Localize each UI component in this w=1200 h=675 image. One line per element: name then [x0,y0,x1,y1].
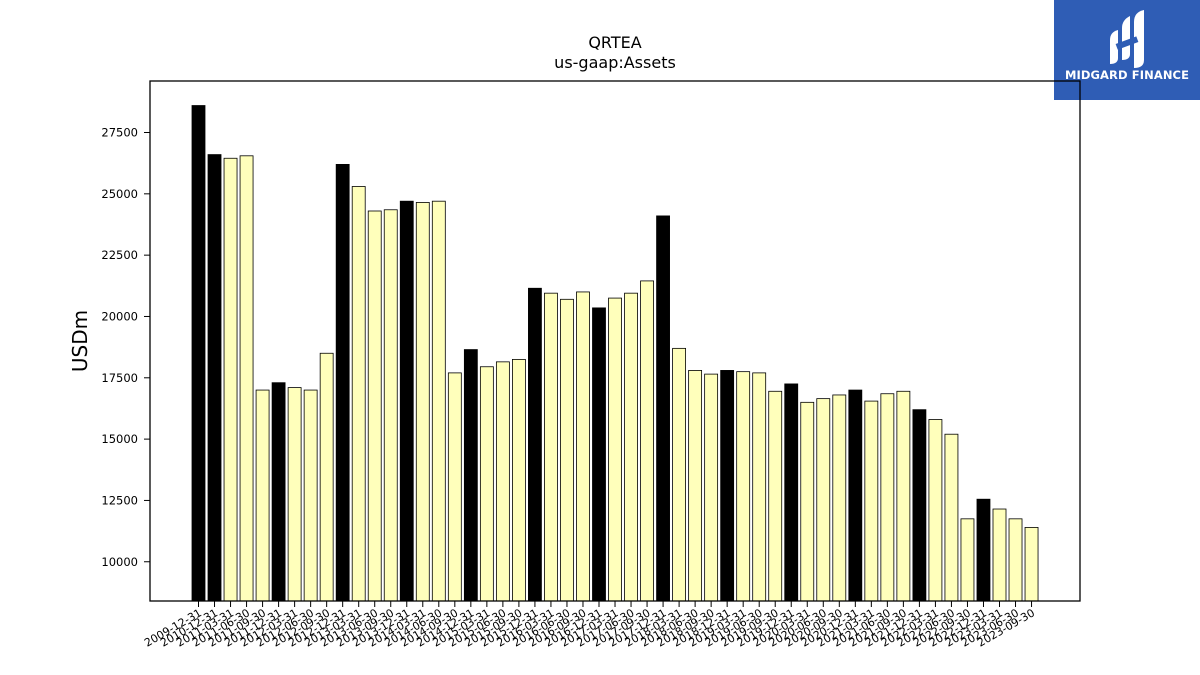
chart-subtitle: us-gaap:Assets [554,53,676,72]
bar-2011-03-31 [223,157,238,602]
bar-2017-06-30 [624,292,638,602]
bar-2017-12-31 [656,215,670,602]
bar-2013-09-30 [383,209,398,602]
bar-2012-09-30 [319,352,334,602]
y-tick-label: 25000 [101,187,138,201]
y-ticks: 10000 12500 15000 17500 20000 22500 25000 27500 [101,126,150,569]
bar-2013-03-31 [351,186,366,602]
bar-2011-12-31 [271,382,286,602]
plot-frame [149,80,1081,602]
bar-2022-06-30 [944,433,959,602]
bar-2018-09-30 [704,373,719,602]
y-tick-label: 27500 [101,126,138,140]
bar-2020-12-31 [848,389,863,602]
bar-2015-12-31 [528,287,542,602]
bar-2019-12-31 [784,383,799,602]
bar-2022-03-31 [928,419,943,602]
bar-2023-09-30 [1024,527,1039,602]
bar-2018-03-31 [672,347,686,602]
bar-2014-12-31 [463,349,478,602]
bar-2016-12-31 [592,307,606,602]
bars-group [191,105,1039,602]
bar-2013-06-30 [367,210,382,602]
bar-2020-06-30 [816,398,831,602]
bar-2012-06-30 [303,389,318,602]
bar-2023-06-30 [1008,518,1023,602]
y-tick-label: 22500 [101,248,138,262]
bar-2020-09-30 [832,394,847,602]
bar-2015-03-31 [479,366,494,602]
bar-2012-12-31 [335,163,350,602]
y-axis-label: USDm [68,310,92,372]
bar-2016-06-30 [560,298,574,602]
bar-2022-09-30 [960,518,975,602]
bar-2009-12-31 [191,105,206,602]
bar-2013-12-31 [399,200,414,602]
bar-2014-09-30 [447,372,462,602]
bar-2018-06-30 [688,370,703,602]
y-tick-label: 12500 [101,493,138,507]
bar-2015-09-30 [512,358,526,602]
bar-2021-06-30 [880,393,895,602]
y-tick-label: 20000 [101,309,138,323]
bar-2017-03-31 [608,297,622,602]
logo-mark-icon [1110,10,1144,68]
y-tick-label: 17500 [101,371,138,385]
bar-2021-09-30 [896,390,911,602]
bar-2010-12-31 [207,154,222,602]
bar-2018-12-31 [720,370,735,602]
bar-2021-03-31 [864,400,879,602]
bar-2021-12-31 [912,409,927,602]
bar-2017-09-30 [640,280,654,602]
bar-2016-03-31 [544,292,558,602]
brand-name: MIDGARD FINANCE [1064,68,1190,82]
bar-2022-12-31 [976,498,991,602]
bar-2015-06-30 [495,361,510,602]
bar-2019-03-31 [736,371,751,602]
bar-2023-03-31 [992,508,1007,602]
bar-2020-03-31 [800,401,815,602]
x-ticks: 2009-12-312010-12-312011-03-312011-06-30… [142,601,1037,650]
chart-title: QRTEA [588,33,641,52]
bar-2011-06-30 [239,155,254,602]
bar-2016-09-30 [576,291,590,602]
y-tick-label: 10000 [101,555,138,569]
bar-2012-03-31 [287,387,302,602]
y-tick-label: 15000 [101,432,138,446]
bar-2014-06-30 [431,200,446,602]
brand-logo: MIDGARD FINANCE [1054,0,1200,100]
bar-2014-03-31 [415,202,430,602]
bar-2011-09-30 [255,389,270,602]
bar-2019-09-30 [768,390,783,602]
bar-2019-06-30 [752,372,767,602]
